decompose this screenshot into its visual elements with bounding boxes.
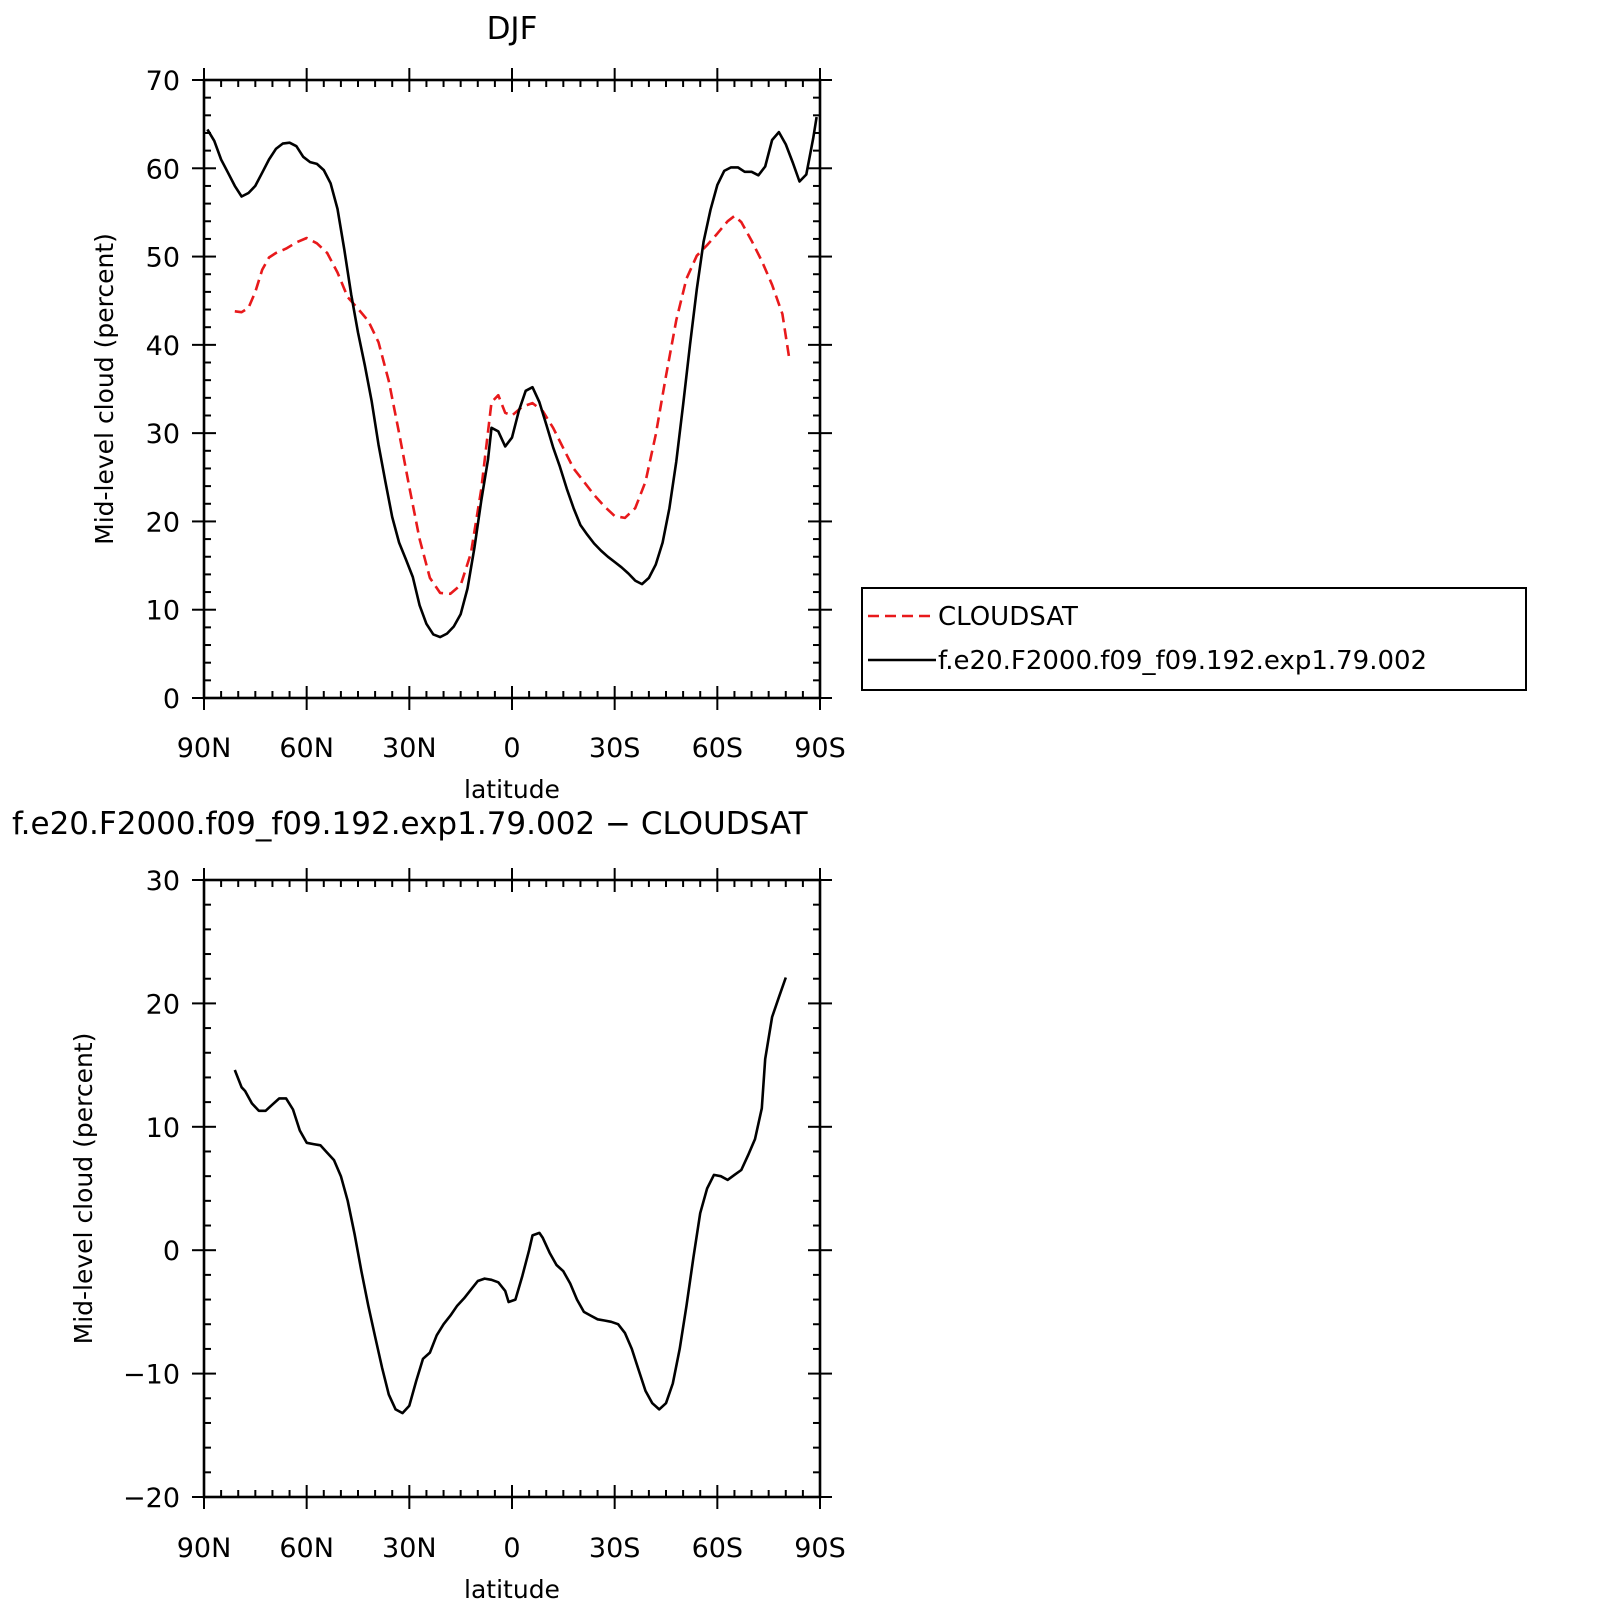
series-line-2 [206, 116, 818, 639]
y-tick-label: 0 [163, 1236, 180, 1267]
chart-title: DJF [487, 11, 538, 47]
chart-title: f.e20.F2000.f09_f09.192.exp1.79.002 − CL… [12, 806, 809, 842]
legend: CLOUDSAT f.e20.F2000.f09_f09.192.exp1.79.… [861, 587, 1527, 691]
y-axis-title: Mid-level cloud (percent) [90, 233, 119, 545]
x-tick-label: 30N [382, 733, 437, 764]
y-tick-label: 20 [146, 989, 180, 1020]
y-tick-label: 10 [146, 1113, 180, 1144]
x-tick-label: 90N [177, 1533, 232, 1564]
legend-label-1: CLOUDSAT [938, 602, 1078, 632]
x-tick-label: 60S [692, 733, 744, 764]
x-axis-title: latitude [464, 775, 560, 804]
y-tick-label: 40 [146, 331, 180, 362]
legend-box [861, 587, 1527, 691]
y-axis-title: Mid-level cloud (percent) [69, 1033, 98, 1345]
plot-frame [202, 878, 822, 1499]
x-tick-label: 90S [794, 1533, 846, 1564]
y-tick-label: 0 [163, 684, 180, 715]
y-tick-label: −10 [123, 1360, 180, 1391]
plot-frame [202, 78, 822, 700]
y-tick-label: 30 [146, 419, 180, 450]
y-tick-label: 20 [146, 507, 180, 538]
y-tick-label: 30 [146, 866, 180, 897]
x-tick-label: 60S [692, 1533, 744, 1564]
x-tick-label: 60N [279, 733, 334, 764]
chart-panel-1: DJF 90N 60N 30N 0 30S 60S 90S 0 10 20 30 40 50 60 70 lat… [90, 11, 1527, 804]
x-tick-label: 30N [382, 1533, 437, 1564]
legend-label-2: f.e20.F2000.f09_f09.192.exp1.79.002 [938, 646, 1427, 676]
x-axis-title: latitude [464, 1575, 560, 1602]
y-tick-label: 10 [146, 596, 180, 627]
series-line-1 [234, 214, 791, 596]
x-tick-label: 0 [503, 733, 520, 764]
x-tick-label: 30S [589, 1533, 641, 1564]
x-tick-label: 90S [794, 733, 846, 764]
y-tick-label: 60 [146, 154, 180, 185]
y-tick-label: 70 [146, 66, 180, 97]
x-tick-label: 60N [279, 1533, 334, 1564]
y-tick-label: 50 [146, 243, 180, 274]
chart-panel-2: f.e20.F2000.f09_f09.192.exp1.79.002 − CL… [12, 806, 846, 1602]
x-tick-label: 30S [589, 733, 641, 764]
x-tick-label: 90N [177, 733, 232, 764]
x-tick-label: 0 [503, 1533, 520, 1564]
series-line-1 [233, 977, 788, 1415]
y-tick-label: −20 [123, 1483, 180, 1514]
